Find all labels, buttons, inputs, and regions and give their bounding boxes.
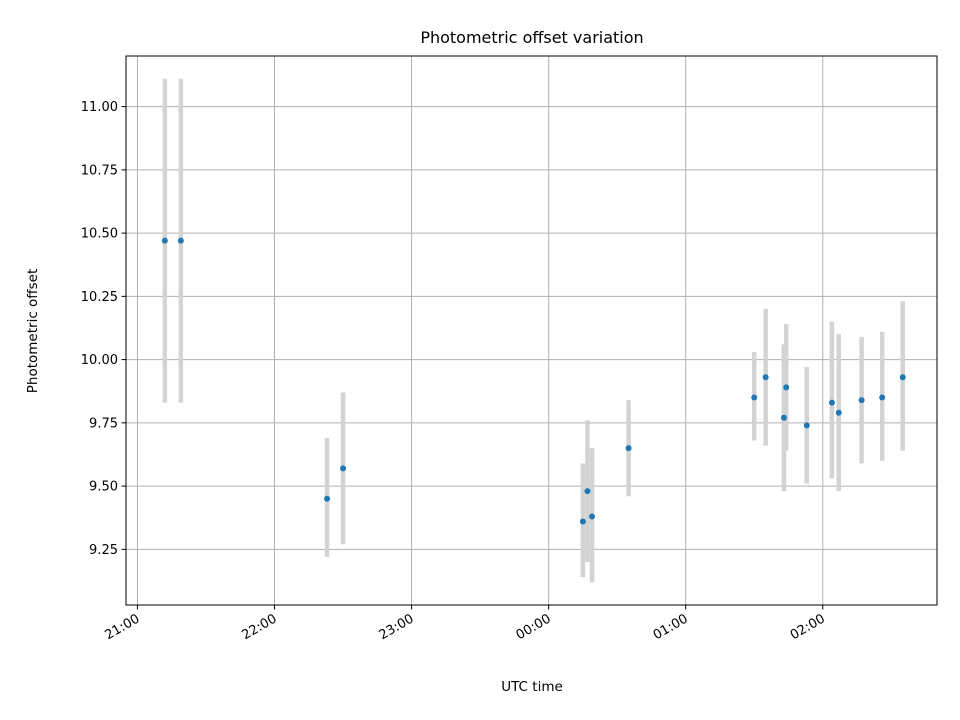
x-tick-label: 01:00 [651,611,691,643]
data-point [783,384,790,391]
grid [126,56,937,605]
y-tick-label: 10.25 [81,290,118,305]
chart-title: Photometric offset variation [420,28,643,47]
data-point [584,488,591,495]
x-tick-label: 00:00 [514,611,554,643]
y-tick-label: 9.50 [89,480,118,495]
data-point [803,422,810,429]
x-tick-label: 23:00 [377,611,417,643]
error-bars [162,78,905,583]
data-point [858,397,865,404]
x-axis-label: UTC time [501,679,563,695]
data-point [324,495,331,502]
data-point [879,394,886,401]
data-point [780,414,787,421]
y-tick-label: 10.00 [81,353,118,368]
data-point [579,518,586,525]
data-point [828,399,835,406]
data-point [161,237,168,244]
x-tick-label: 02:00 [788,611,828,643]
data-point [625,445,632,452]
data-point [835,409,842,416]
x-tick-label: 21:00 [102,611,142,643]
y-tick-label: 11.00 [81,100,118,115]
x-axis-ticks: 21:00 22:00 23:00 00:00 01:00 02:00 [102,605,828,643]
y-tick-label: 10.75 [81,163,118,178]
data-point [340,465,347,472]
data-point [751,394,758,401]
y-tick-label: 10.50 [81,227,118,242]
y-tick-label: 9.75 [89,416,118,431]
data-point [762,374,769,381]
data-point [589,513,596,520]
plot-frame [125,55,938,606]
y-axis-label: Photometric offset [25,269,41,393]
y-axis-ticks: 9.25 9.50 9.75 10.00 10.25 10.50 10.75 11.00 [81,100,126,558]
x-tick-label: 22:00 [240,611,280,643]
y-tick-label: 9.25 [89,543,118,558]
data-point [899,374,906,381]
data-point [177,237,184,244]
data-points [161,237,906,525]
